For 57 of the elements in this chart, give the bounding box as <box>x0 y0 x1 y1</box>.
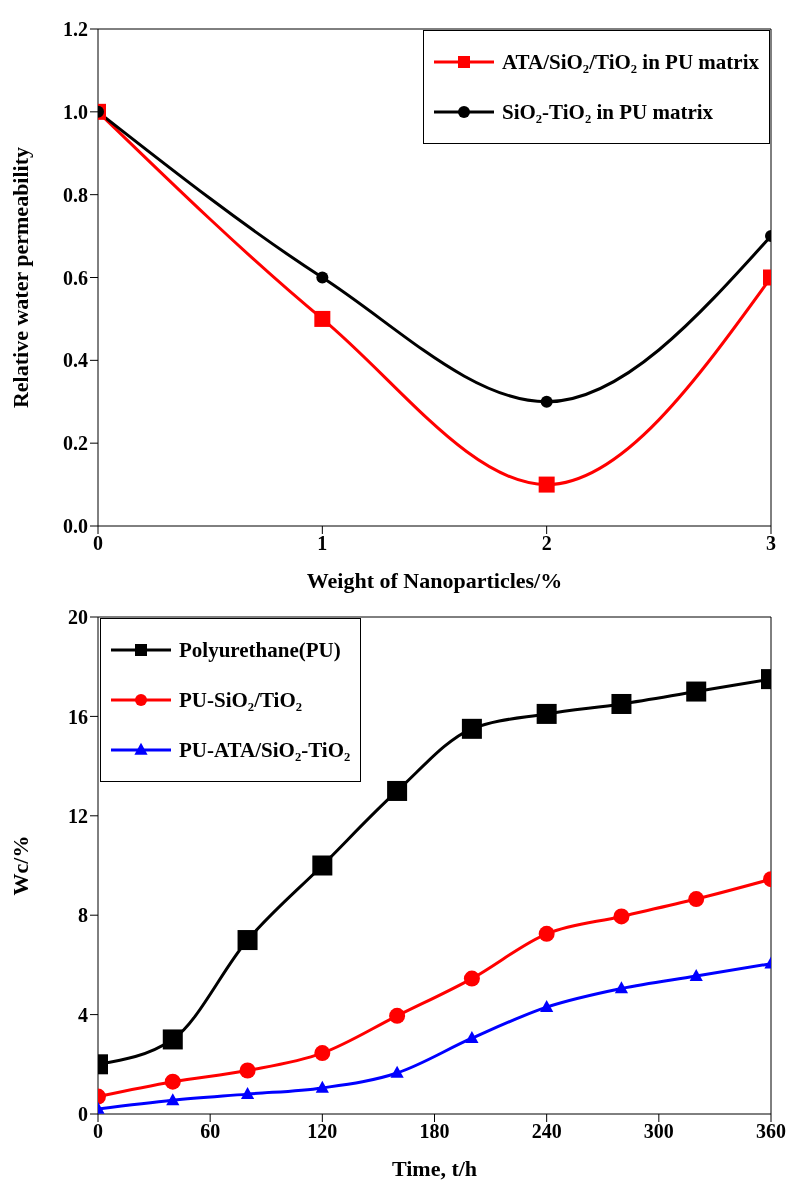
y-tick-label: 0.4 <box>63 349 88 372</box>
point <box>314 1045 331 1062</box>
x-tick-label: 360 <box>756 1120 786 1143</box>
x-tick-label: 0 <box>93 1120 103 1143</box>
point <box>688 891 705 908</box>
y-axis-title: Relative water permeability <box>7 146 33 409</box>
point <box>613 908 630 925</box>
y-tick-label: 0.6 <box>63 266 88 289</box>
point <box>239 1062 256 1079</box>
y-axis-title: Wc/% <box>7 835 33 896</box>
x-axis-title: Weight of Nanoparticles/% <box>306 568 563 593</box>
legend-label: PU-SiO₂/TiO₂ <box>179 687 303 713</box>
point <box>538 925 555 942</box>
point <box>465 1031 479 1044</box>
point <box>166 1093 180 1106</box>
y-tick-label: 16 <box>68 705 88 728</box>
point <box>461 718 482 739</box>
x-tick-label: 240 <box>531 1120 562 1143</box>
y-tick-label: 0 <box>78 1103 88 1126</box>
point <box>312 855 333 876</box>
x-tick-label: 2 <box>541 532 552 555</box>
point <box>540 999 554 1012</box>
y-tick-label: 1.0 <box>63 100 88 123</box>
y-tick-label: 8 <box>78 904 88 927</box>
y-tick-label: 0.2 <box>63 432 88 455</box>
point <box>389 1007 406 1024</box>
point <box>164 1073 181 1090</box>
point <box>611 693 632 714</box>
point <box>240 1086 255 1099</box>
x-tick-label: 1 <box>317 532 328 555</box>
point <box>315 1080 329 1093</box>
point <box>463 970 480 987</box>
y-tick-label: 0.0 <box>63 515 88 538</box>
x-tick-label: 0 <box>93 532 103 555</box>
y-tick-label: 0.8 <box>63 183 88 206</box>
legend-label: Polyurethane(PU) <box>179 637 341 663</box>
point <box>162 1029 183 1050</box>
point <box>390 1065 404 1078</box>
x-axis-title: Time, t/h <box>391 1156 478 1181</box>
legend-label: ATA/SiO₂/TiO₂ in PU matrix <box>501 49 759 75</box>
legend-label: PU-ATA/SiO₂-TiO₂ <box>179 737 351 763</box>
x-tick-label: 60 <box>200 1120 221 1143</box>
y-tick-label: 1.2 <box>63 18 88 41</box>
point <box>686 681 707 702</box>
y-tick-label: 4 <box>78 1003 88 1026</box>
legend-label: SiO₂-TiO₂ in PU matrix <box>501 99 714 125</box>
y-tick-label: 20 <box>68 606 88 629</box>
point <box>536 703 557 724</box>
point <box>689 968 703 981</box>
x-tick-label: 300 <box>643 1120 674 1143</box>
x-tick-label: 120 <box>307 1120 338 1143</box>
point <box>614 981 629 994</box>
point <box>237 930 258 951</box>
y-tick-label: 12 <box>68 804 88 827</box>
point <box>387 780 408 801</box>
x-tick-label: 180 <box>419 1120 450 1143</box>
x-tick-label: 3 <box>766 532 776 555</box>
